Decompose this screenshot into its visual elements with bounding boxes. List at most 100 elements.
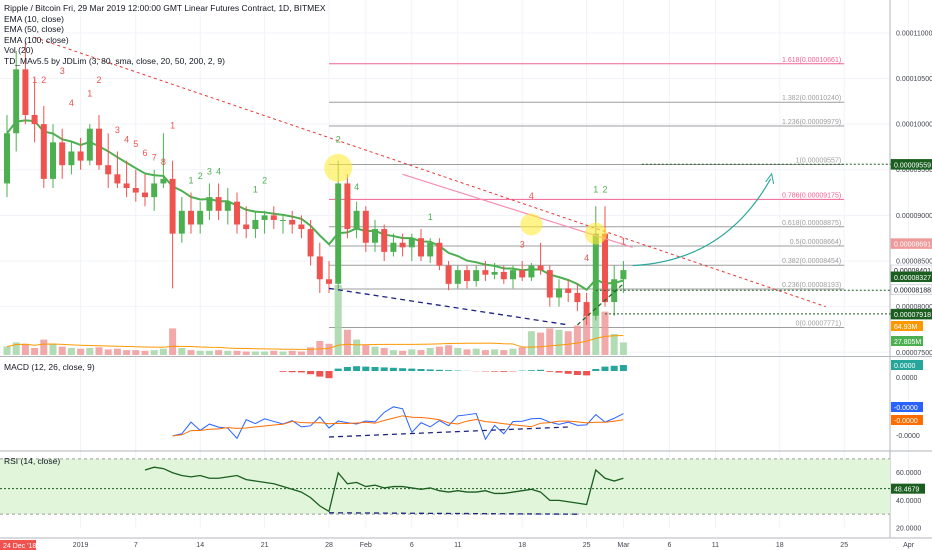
- macd-tick-label: -0.0000: [896, 433, 920, 440]
- td-label: 2: [96, 75, 101, 85]
- chart-title: Ripple / Bitcoin Fri, 29 Mar 2019 12:00:…: [4, 3, 326, 13]
- volume-bar: [380, 348, 388, 355]
- candle-body: [436, 242, 443, 266]
- volume-bar: [288, 350, 296, 355]
- fib-label: 0.618(0.00008875): [782, 220, 841, 227]
- time-tick-label: 21: [261, 542, 269, 549]
- drawings: [34, 36, 909, 326]
- volume-bar: [215, 350, 223, 355]
- legend-ema10[interactable]: EMA (10, close): [4, 13, 64, 24]
- fib-label: 0.236(0.00008193): [782, 282, 841, 289]
- macd-histogram-bar: [491, 371, 499, 372]
- candle-body: [399, 242, 406, 248]
- rsi-tick-label: 40.0000: [896, 498, 921, 505]
- macd-legend[interactable]: MACD (12, 26, close, 9): [4, 362, 95, 373]
- axes: 0.00011000 0.00010500 0.00010000 0.00009500…: [0, 30, 932, 550]
- macd-histogram-bar: [371, 367, 379, 371]
- legend-td[interactable]: TD_MAv5.5 by JDLim (3, 80, sma, close, 2…: [4, 55, 225, 66]
- candle-body: [96, 128, 102, 166]
- volume-bar: [31, 348, 39, 355]
- candle-body: [86, 128, 93, 161]
- rsi-line: [144, 466, 624, 513]
- volume-bar: [205, 350, 213, 355]
- price-tick-label: 0.00007500: [896, 350, 932, 357]
- volume-bar: [187, 350, 195, 355]
- candle-body: [464, 270, 470, 282]
- macd-histogram-bar: [362, 366, 370, 371]
- price-tick-label: 0.00008000: [896, 304, 932, 311]
- candle-body: [224, 201, 231, 211]
- candle-body: [68, 151, 75, 166]
- macd-histogram-bar: [435, 369, 443, 371]
- macd-badge: [891, 360, 923, 370]
- volume-bar: [619, 342, 627, 355]
- candle-body: [362, 210, 369, 243]
- volume-bar: [67, 348, 75, 355]
- price-tick-label: 0.00010000: [896, 122, 932, 129]
- td-label: 7: [152, 153, 157, 163]
- rsi-badge-label: 48.4679: [894, 487, 919, 494]
- volume-bar: [362, 345, 370, 355]
- volume-bar: [592, 292, 600, 355]
- candle-body: [408, 238, 415, 248]
- candle-body: [482, 270, 489, 275]
- candle-body: [160, 178, 167, 184]
- candle-body: [289, 219, 296, 225]
- time-tick-label: 2019: [73, 542, 89, 549]
- ema10-line: [6, 119, 624, 292]
- legend-ema50[interactable]: EMA (50, close): [4, 24, 64, 34]
- price-tick-label: 0.00008500: [896, 259, 932, 266]
- rsi-divergence-line: [328, 512, 578, 515]
- legend-volume[interactable]: Vol (20): [4, 45, 34, 55]
- candle-body: [123, 183, 130, 188]
- fib-label: 1.618(0.00010661): [782, 57, 841, 64]
- volume-bar: [546, 328, 554, 355]
- volume-bar: [132, 350, 140, 355]
- volume-bar: [233, 350, 241, 355]
- macd-label: MACD (12, 26, close, 9): [4, 362, 95, 372]
- macd-histogram-bar: [380, 367, 388, 371]
- time-tick-label: 25: [583, 542, 591, 549]
- td-label: 1: [32, 75, 37, 85]
- macd-histogram-bar: [279, 371, 287, 372]
- volume-bar: [537, 332, 545, 355]
- price-badge: [890, 308, 932, 320]
- candle-body: [427, 242, 434, 257]
- td-label: 4: [354, 182, 359, 192]
- rsi-background: [0, 458, 890, 515]
- td-label: 3: [115, 125, 120, 135]
- time-tick-label: 6: [667, 542, 671, 549]
- candle-body: [298, 224, 305, 230]
- volume-bar: [325, 343, 333, 355]
- td-label: 1: [170, 121, 175, 131]
- candle-body: [565, 288, 572, 293]
- macd-histogram-bar: [564, 371, 572, 374]
- rsi-legend[interactable]: RSI (14, close): [4, 456, 60, 467]
- price-tick-label: 0.00009500: [896, 167, 932, 174]
- candle-body: [22, 69, 29, 115]
- volume-bar: [500, 350, 508, 355]
- legend-ema100[interactable]: EMA (100, close): [4, 34, 69, 45]
- volume-bar: [601, 311, 609, 355]
- macd-signal-line: [172, 415, 624, 437]
- candle-body: [178, 210, 185, 234]
- price-badge-label: 0.00008327: [894, 275, 931, 282]
- volume-badge: [891, 321, 923, 331]
- volume-bar: [509, 348, 517, 355]
- date-badge-label: 24 Dec '18: [3, 543, 36, 550]
- volume-bar: [224, 350, 232, 355]
- volume-bar: [251, 351, 259, 355]
- volume-bar: [371, 346, 379, 355]
- volume-bar: [113, 348, 121, 355]
- candle-body: [215, 197, 222, 211]
- td-label: 8: [161, 157, 166, 167]
- volume-bar: [334, 285, 342, 355]
- candle-body: [537, 265, 544, 271]
- price-badge: [890, 159, 932, 170]
- volume-bar: [279, 351, 287, 355]
- candle-body: [188, 210, 194, 225]
- macd-histogram-bar: [583, 371, 591, 376]
- time-tick-label: 11: [454, 542, 461, 549]
- price-badge-label: 0.00008401: [894, 268, 931, 275]
